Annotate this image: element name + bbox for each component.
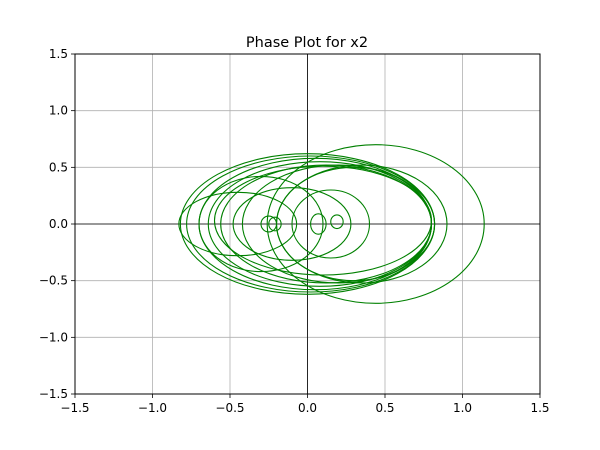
y-tick-label: 1.0 <box>49 104 68 118</box>
x-tick-label: −0.5 <box>215 401 244 415</box>
y-axis-ticks: 1.5 1.0 0.5 0.0 −0.5 −1.0 −1.5 <box>39 47 75 401</box>
chart-title: Phase Plot for x2 <box>246 35 368 51</box>
y-tick-label: 1.5 <box>49 47 68 61</box>
trajectory-loop-8 <box>241 164 436 284</box>
trajectory-loop-15 <box>260 215 278 233</box>
x-tick-label: −1.0 <box>138 401 167 415</box>
y-tick-label: −0.5 <box>39 274 68 288</box>
x-tick-label: 0.5 <box>375 401 394 415</box>
x-tick-label: 0.0 <box>298 401 317 415</box>
trajectory-loop-18 <box>330 214 344 230</box>
x-axis-ticks: −1.5 −1.0 −0.5 0.0 0.5 1.0 1.5 <box>60 394 550 415</box>
trajectory-loop-7 <box>266 144 485 304</box>
trajectory-loop-13 <box>232 187 352 261</box>
zero-axis-lines <box>75 54 540 394</box>
x-tick-label: 1.5 <box>530 401 549 415</box>
x-tick-label: 1.0 <box>453 401 472 415</box>
phase-trajectory <box>178 144 485 304</box>
x-tick-label: −1.5 <box>60 401 89 415</box>
trajectory-loop-12 <box>198 175 324 273</box>
y-tick-label: 0.5 <box>49 160 68 174</box>
trajectory-loop-17 <box>310 213 327 235</box>
y-tick-label: −1.5 <box>39 387 68 401</box>
trajectory-loop-16 <box>268 216 282 232</box>
trajectory-loop-14 <box>291 189 371 259</box>
y-tick-label: −1.0 <box>39 330 68 344</box>
trajectory-loop-11 <box>178 191 298 257</box>
y-tick-label: 0.0 <box>49 217 68 231</box>
